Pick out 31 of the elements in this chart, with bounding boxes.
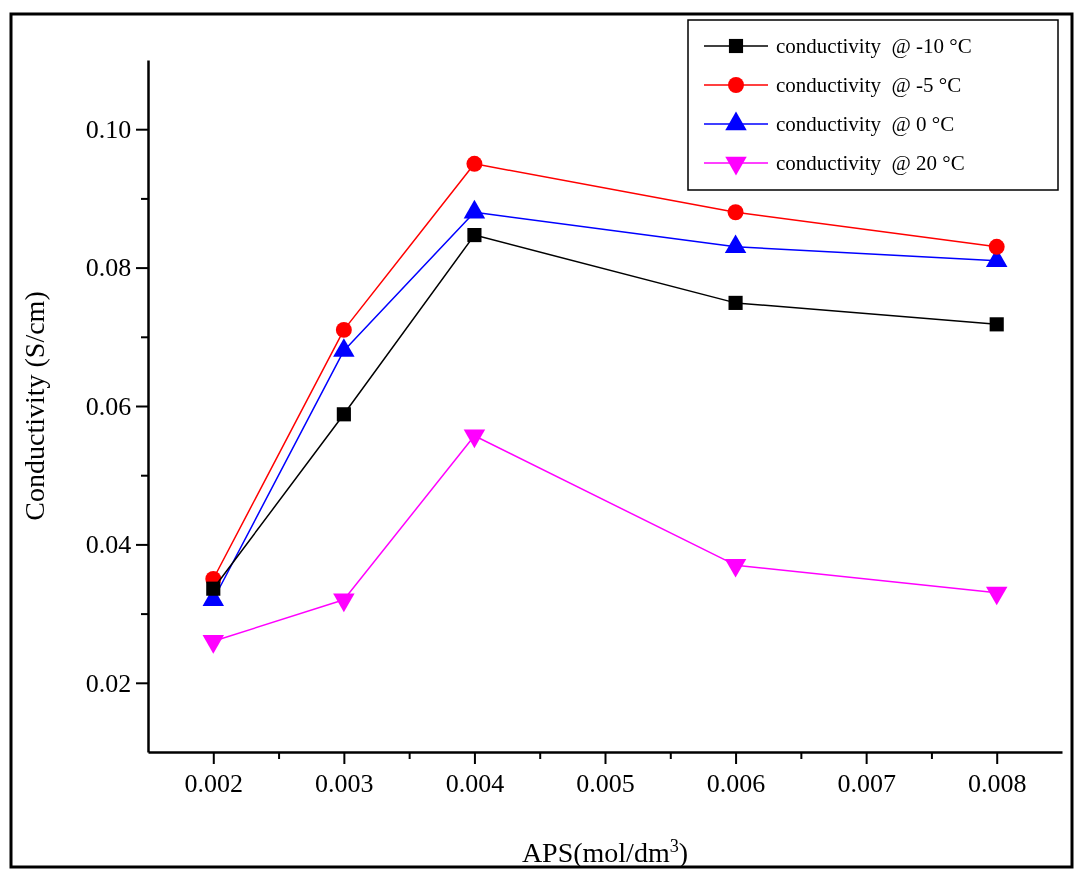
- x-tick-label: 0.002: [184, 769, 244, 799]
- legend-label: conductivity @ 20 °C: [776, 151, 965, 175]
- point: [989, 317, 1004, 332]
- point: [727, 204, 744, 221]
- point: [467, 228, 482, 243]
- point: [202, 635, 225, 654]
- point: [463, 429, 486, 449]
- legend-label: conductivity @ 0 °C: [776, 112, 955, 136]
- point: [466, 155, 483, 172]
- y-tick-label: 0.04: [85, 530, 132, 560]
- point: [333, 593, 355, 613]
- x-axis-title: APS(mol/dm$^{3}$): [521, 836, 689, 868]
- y-tick-label: 0.06: [85, 391, 132, 421]
- x-tick-label: 0.003: [315, 769, 374, 799]
- y-axis-title: Conductivity (S/cm): [19, 291, 50, 521]
- y-tick-label: 0.08: [85, 253, 132, 283]
- y-tick-label: 0.02: [85, 668, 132, 698]
- x-tick-label: 0.006: [706, 769, 766, 799]
- point: [728, 295, 743, 310]
- legend-label: conductivity @ -10 °C: [776, 34, 972, 58]
- legend-label: conductivity @ -5 °C: [776, 73, 962, 97]
- point: [988, 238, 1005, 255]
- point: [335, 321, 352, 338]
- x-tick-label: 0.007: [837, 769, 896, 799]
- x-tick-label: 0.005: [576, 769, 635, 799]
- x-tick-label: 0.004: [445, 769, 505, 799]
- point: [724, 558, 747, 578]
- x-tick-label: 0.008: [967, 769, 1027, 799]
- y-tick-label: 0.10: [85, 115, 132, 145]
- point: [985, 586, 1008, 606]
- point: [336, 407, 351, 422]
